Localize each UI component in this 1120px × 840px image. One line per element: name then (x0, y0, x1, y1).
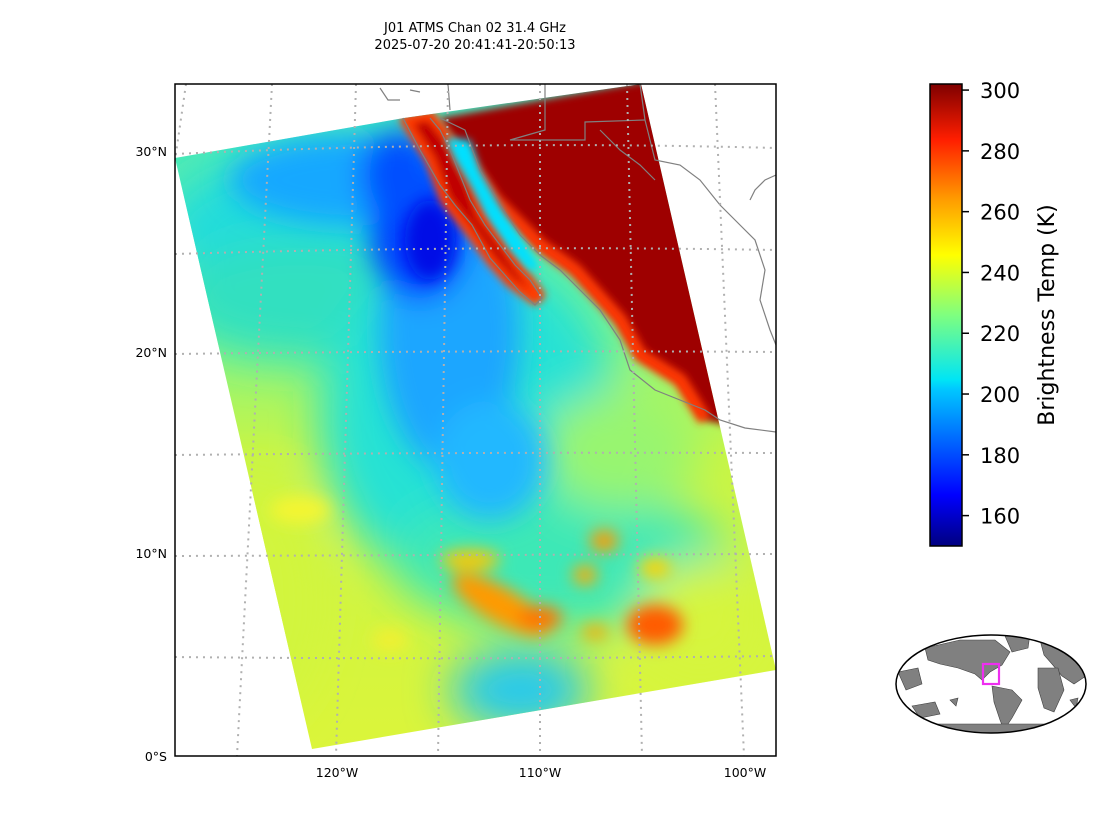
region-highlight-box (981, 662, 1001, 686)
lon-tick-100w: 100°W (724, 765, 766, 780)
colorbar: 160 180 200 220 240 260 280 300 Brightness Temp… (929, 79, 1060, 547)
plot-title-line-1: J01 ATMS Chan 02 31.4 GHz (383, 21, 566, 36)
colorbar-tick-label-220: 220 (980, 322, 1020, 346)
colorbar-label: Brightness Temp (K) (1035, 204, 1060, 425)
gulf-of-california (445, 138, 540, 270)
coastlines (379, 84, 776, 433)
colorbar-ticks: 160 180 200 220 240 260 280 300 (962, 79, 1020, 529)
colorbar-tick-label-280: 280 (980, 140, 1020, 164)
colorbar-tick-label-160: 160 (980, 505, 1020, 529)
lon-tick-110w: 110°W (519, 765, 561, 780)
colorbar-tick-label-300: 300 (980, 79, 1020, 103)
lon-tick-120w: 120°W (316, 765, 358, 780)
colorbar-tick-label-200: 200 (980, 383, 1020, 407)
colorbar-tick-label-180: 180 (980, 444, 1020, 468)
lat-tick-0s: 0°S (145, 749, 167, 764)
colorbar-tick-label-240: 240 (980, 261, 1020, 285)
plot-title-line-2: 2025-07-20 20:41:41-20:50:13 (374, 38, 576, 53)
lat-tick-30n: 30°N (135, 144, 167, 159)
globe-outline (895, 634, 1087, 734)
lat-tick-20n: 20°N (135, 345, 167, 360)
lat-tick-labels: 30°N 20°N 10°N 0°S (135, 144, 167, 764)
coastal-edge-warm (454, 145, 711, 424)
locator-globe-inset (895, 634, 1087, 734)
lon-tick-labels: 120°W 110°W 100°W (316, 765, 766, 780)
colorbar-bar (929, 83, 963, 547)
colorbar-tick-label-260: 260 (980, 201, 1020, 225)
lat-tick-10n: 10°N (135, 546, 167, 561)
map-frame (174, 83, 777, 757)
graticule (175, 84, 776, 756)
map-panel: 30°N 20°N 10°N 0°S 120°W 110°W 100°W (135, 83, 777, 780)
